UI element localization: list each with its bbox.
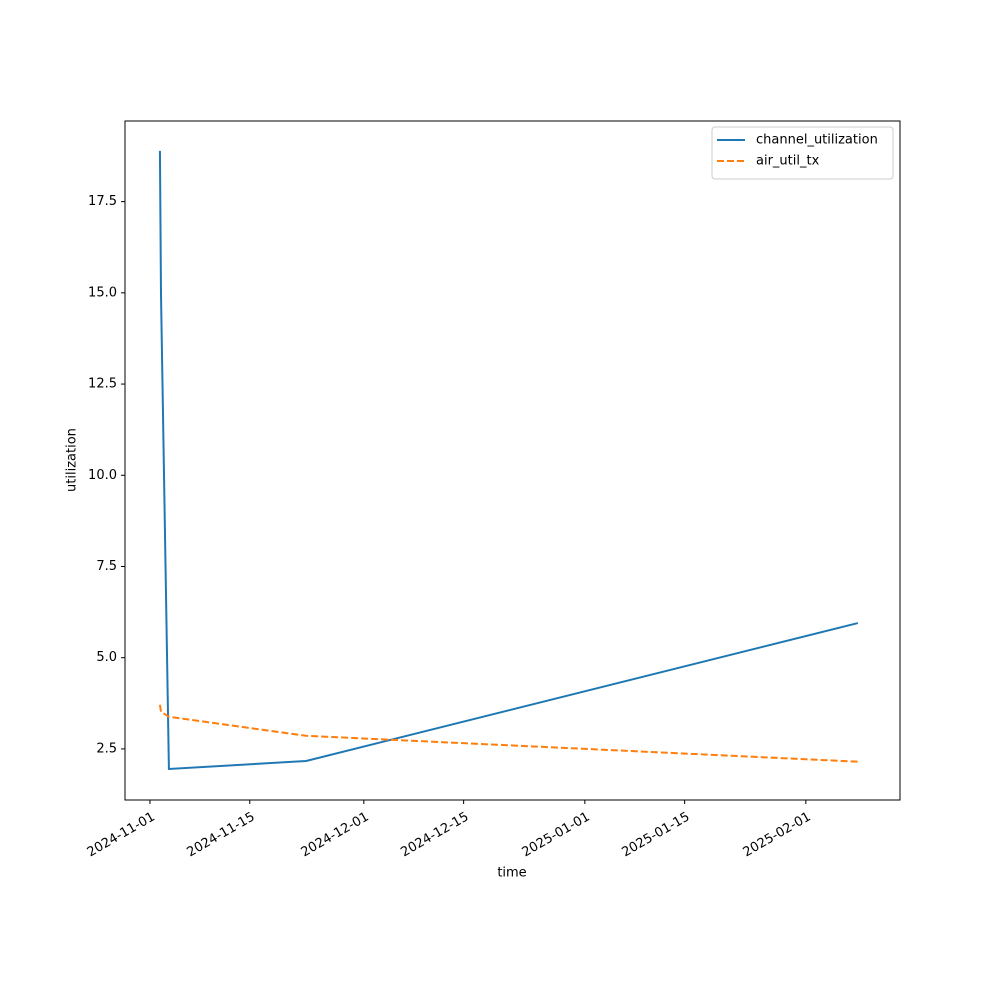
y-tick-label: 7.5 — [96, 559, 117, 574]
x-tick-label: 2025-02-01 — [741, 810, 814, 861]
legend-label: channel_utilization — [756, 133, 878, 148]
legend-label: air_util_tx — [756, 154, 820, 169]
x-tick-label: 2025-01-01 — [520, 810, 593, 861]
y-tick-label: 2.5 — [96, 741, 117, 756]
y-tick-label: 5.0 — [96, 650, 117, 665]
y-axis-label: utilization — [65, 428, 80, 492]
x-tick-label: 2024-11-01 — [85, 810, 158, 861]
y-tick-label: 10.0 — [88, 468, 117, 483]
y-tick-label: 12.5 — [88, 377, 117, 392]
x-tick-label: 2024-12-01 — [299, 810, 372, 861]
series-line — [158, 150, 859, 771]
series-line — [158, 704, 858, 763]
legend-box — [711, 126, 894, 180]
y-tick-label: 17.5 — [88, 194, 117, 209]
x-tick-label: 2024-12-15 — [398, 810, 471, 861]
y-tick-label: 15.0 — [88, 285, 117, 300]
axes-frame — [124, 120, 901, 801]
x-tick-label: 2024-11-15 — [185, 810, 258, 861]
x-tick-label: 2025-01-15 — [619, 810, 692, 861]
x-axis-label: time — [497, 866, 526, 881]
